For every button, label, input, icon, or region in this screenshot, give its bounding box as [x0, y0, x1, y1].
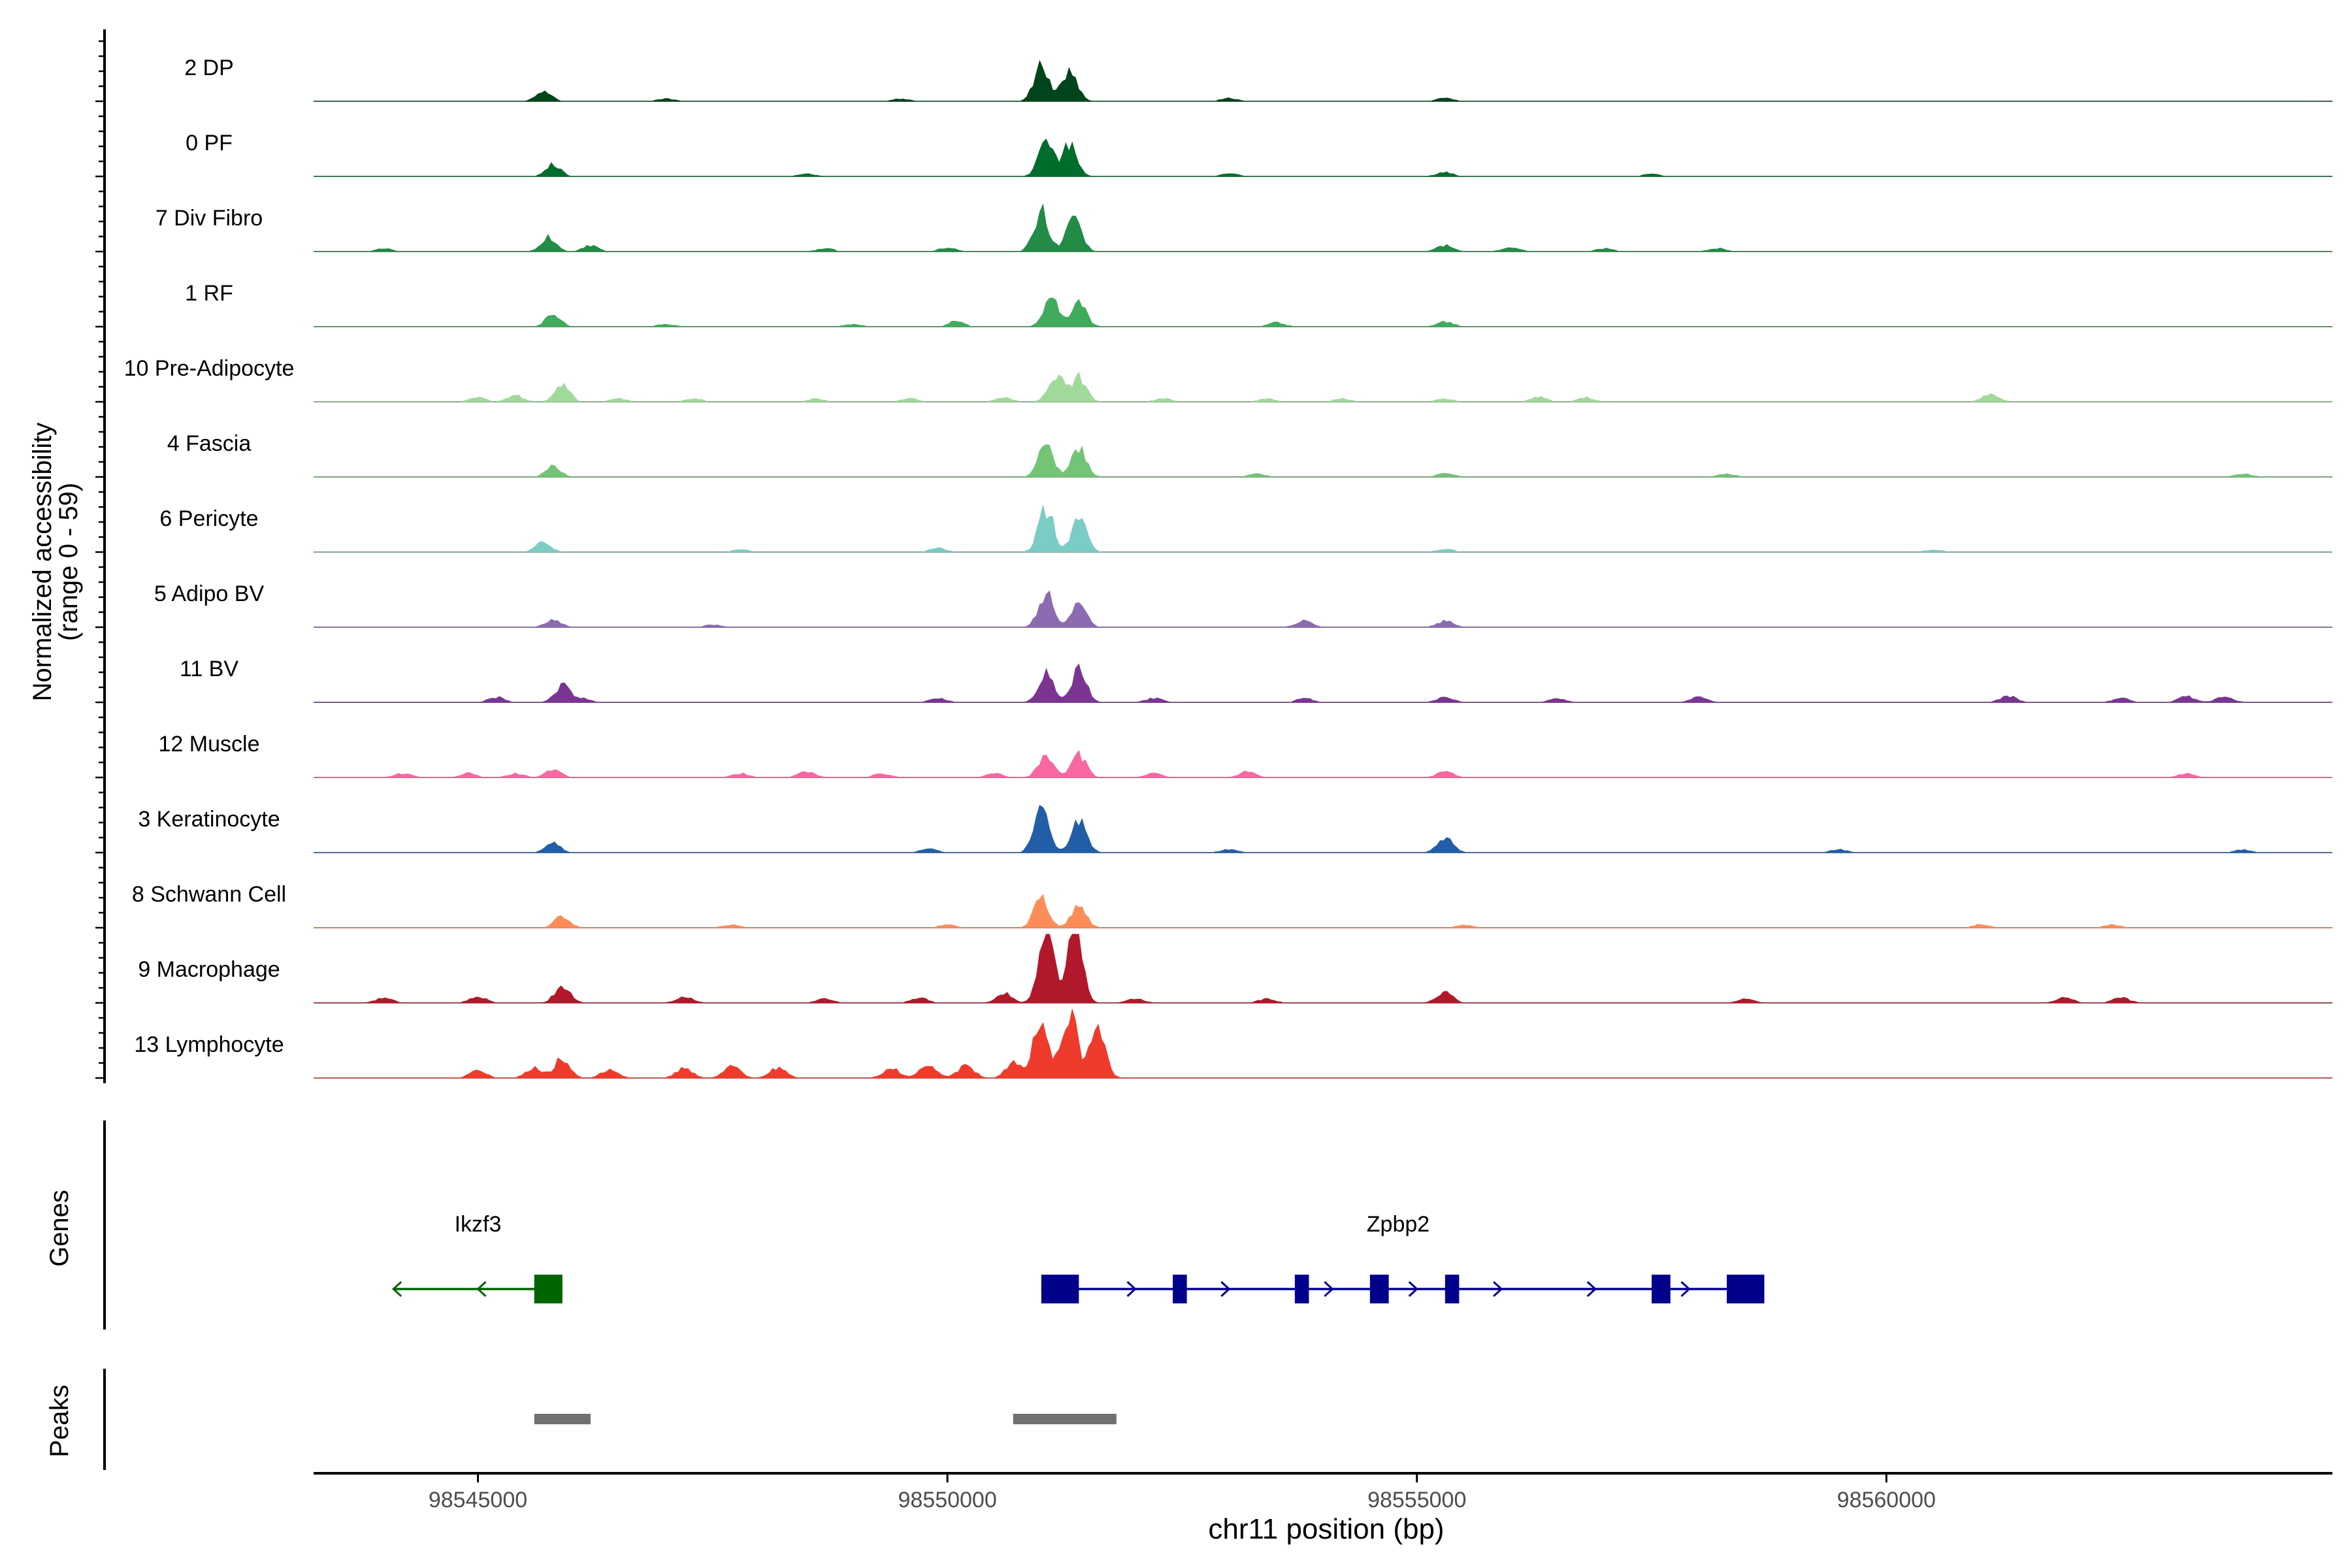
- track-12-muscle: 12 Muscle: [159, 732, 2332, 778]
- y-axis-title-line1: Normalized accessibility: [28, 423, 57, 702]
- y-axis-title-line2: (range 0 - 59): [54, 483, 83, 641]
- track-label: 12 Muscle: [159, 732, 260, 757]
- gene-strand-arrow: [1586, 1281, 1597, 1298]
- track-8-schwann-cell: 8 Schwann Cell: [132, 882, 2332, 928]
- track-label: 6 Pericyte: [159, 506, 258, 531]
- gene-strand-arrow: [1126, 1281, 1137, 1298]
- track-5-adipo-bv: 5 Adipo BV: [154, 581, 2332, 628]
- track-signal: [314, 297, 2332, 327]
- track-label: 1 RF: [185, 281, 233, 306]
- gene-strand-arrow: [476, 1281, 487, 1298]
- track-label: 4 Fascia: [167, 431, 252, 456]
- gene-exon: [1173, 1275, 1187, 1303]
- track-signal: [314, 804, 2332, 853]
- gene-strand-arrow: [1220, 1281, 1231, 1298]
- gene-zpbp2: Zpbp2: [1041, 1212, 1765, 1303]
- gene-strand-arrow: [1408, 1281, 1418, 1298]
- track-7-div-fibro: 7 Div Fibro: [155, 203, 2332, 252]
- peaks-layer: [534, 1414, 1117, 1424]
- track-2-dp: 2 DP: [184, 56, 2332, 102]
- x-axis-tick-label: 98545000: [429, 1488, 527, 1512]
- track-label: 10 Pre-Adipocyte: [124, 356, 295, 381]
- peak-region: [1013, 1414, 1117, 1424]
- track-label: 0 PF: [186, 131, 233, 155]
- gene-strand-arrow: [391, 1281, 402, 1298]
- gene-exon: [1041, 1275, 1079, 1303]
- gene-label: Ikzf3: [455, 1212, 502, 1237]
- x-axis-title: chr11 position (bp): [1208, 1513, 1444, 1545]
- track-signal: [314, 203, 2332, 252]
- track-6-pericyte: 6 Pericyte: [159, 505, 2332, 553]
- track-label: 13 Lymphocyte: [134, 1032, 284, 1057]
- track-11-bv: 11 BV: [180, 657, 2332, 703]
- x-axis-tick-label: 98550000: [898, 1488, 996, 1512]
- track-label: 5 Adipo BV: [154, 581, 265, 606]
- track-4-fascia: 4 Fascia: [167, 431, 2332, 478]
- track-label: 9 Macrophage: [138, 957, 280, 982]
- track-signal: [314, 59, 2332, 102]
- track-signal: [314, 663, 2332, 703]
- track-13-lymphocyte: 13 Lymphocyte: [134, 1009, 2332, 1079]
- gene-exon: [1369, 1275, 1389, 1303]
- x-axis-tick-label: 98555000: [1367, 1488, 1466, 1512]
- track-label: 2 DP: [184, 56, 234, 80]
- track-signal: [314, 590, 2332, 628]
- track-9-macrophage: 9 Macrophage: [138, 934, 2332, 1004]
- track-signal: [314, 444, 2332, 478]
- track-signal: [314, 371, 2332, 402]
- gene-strand-arrow: [1680, 1281, 1691, 1298]
- track-signal: [314, 749, 2332, 778]
- genes-layer: Ikzf3 Zpbp2: [391, 1212, 1765, 1303]
- gene-exon: [1445, 1275, 1460, 1303]
- track-10-pre-adipocyte: 10 Pre-Adipocyte: [124, 356, 2332, 402]
- track-signal: [314, 894, 2332, 928]
- track-label: 8 Schwann Cell: [132, 882, 286, 907]
- axes-layer: 98545000 98550000 98555000 98560000: [95, 29, 2332, 1512]
- track-0-pf: 0 PF: [186, 131, 2332, 177]
- gene-strand-arrow: [1324, 1281, 1334, 1298]
- gene-strand-arrow: [1493, 1281, 1503, 1298]
- track-label: 7 Div Fibro: [155, 206, 263, 231]
- genes-panel-label: Genes: [45, 1190, 74, 1267]
- gene-exon: [1652, 1275, 1671, 1303]
- track-3-keratinocyte: 3 Keratinocyte: [138, 804, 2332, 853]
- tracks-layer: 2 DP 0 PF 7 Div Fibro 1 RF 10 Pre-Adipocyte 4…: [124, 56, 2332, 1079]
- track-signal: [314, 1009, 2332, 1079]
- track-signal: [314, 139, 2332, 177]
- track-signal: [314, 505, 2332, 553]
- gene-ikzf3: Ikzf3: [391, 1212, 563, 1303]
- peak-region: [534, 1414, 591, 1424]
- gene-exon: [1727, 1275, 1765, 1303]
- track-1-rf: 1 RF: [185, 281, 2332, 327]
- track-label: 11 BV: [180, 657, 238, 681]
- track-signal: [314, 934, 2332, 1004]
- gene-exon: [534, 1275, 563, 1303]
- peaks-panel-label: Peaks: [45, 1384, 74, 1457]
- track-label: 3 Keratinocyte: [138, 807, 280, 832]
- gene-exon: [1294, 1275, 1309, 1303]
- x-axis-tick-label: 98560000: [1837, 1488, 1936, 1512]
- gene-label: Zpbp2: [1367, 1212, 1429, 1237]
